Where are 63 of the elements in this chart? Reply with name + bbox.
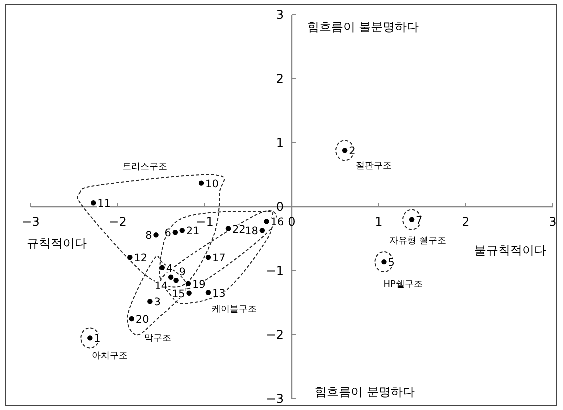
annotation: 1 [94,333,101,346]
point [91,200,96,206]
point [206,254,212,260]
annotation: 16 [270,216,284,229]
annotation: 17 [212,252,226,265]
y-tick-label: 1 [276,136,284,150]
point [154,232,159,238]
annotation: 2 [349,146,356,158]
x-tick-label: 2 [462,215,470,229]
annotation: 막구조 [144,334,172,344]
x-tick-label: −2 [109,215,127,229]
point [264,219,270,224]
annotation: 10 [206,178,219,190]
point [226,226,232,232]
x-tick-label: 1 [375,215,383,229]
annotation: 케이블구조 [212,304,258,315]
y-tick-label: 2 [276,72,284,86]
annotation: 18 [245,226,258,238]
y-tick-label: 0 [276,200,284,214]
annotation: 14 [154,280,168,292]
annotation: 불규칙적이다 [474,244,546,258]
point [168,274,174,280]
annotation: 4 [166,262,174,275]
point [198,180,204,186]
point [174,278,179,284]
annotation: 13 [212,288,226,300]
annotation: 힘흐름이 분명하다 [315,384,415,399]
annotation: 절판구조 [356,161,392,172]
x-tick-label: 3 [549,215,557,229]
annotation: 6 [164,228,172,240]
annotation: 9 [179,266,186,279]
x-tick-label: −3 [22,215,40,229]
point [128,254,133,260]
point [186,281,192,286]
annotation: HP쉘구조 [384,280,423,290]
annotation: 5 [388,257,395,270]
annotation: 힘흐름이 불분명하다 [307,20,420,34]
annotation: 19 [192,278,206,291]
annotation: 20 [136,314,150,326]
point [206,290,212,296]
point [172,230,178,236]
annotation: 자유형 쉘구조 [390,236,447,246]
annotation: 15 [172,288,186,300]
y-tick-label: −1 [266,264,284,278]
annotation: 트러스구조 [122,162,168,173]
y-tick-label: −2 [266,328,284,342]
point [260,228,266,234]
annotation: 아치구조 [92,351,128,362]
y-tick-label: −3 [266,392,284,406]
y-tick-label: 3 [276,8,284,22]
annotation: 규칙적이다 [27,236,88,250]
annotation: 22 [232,224,246,236]
annotation: 3 [154,296,161,309]
point [148,299,153,304]
annotation: 11 [98,198,112,210]
point [180,228,185,234]
point [160,265,165,270]
point [186,290,192,296]
annotation: 8 [146,230,152,242]
x-tick-label: 0 [288,215,296,229]
annotation: 12 [134,252,148,265]
annotation: 7 [416,214,423,227]
point [129,316,135,322]
